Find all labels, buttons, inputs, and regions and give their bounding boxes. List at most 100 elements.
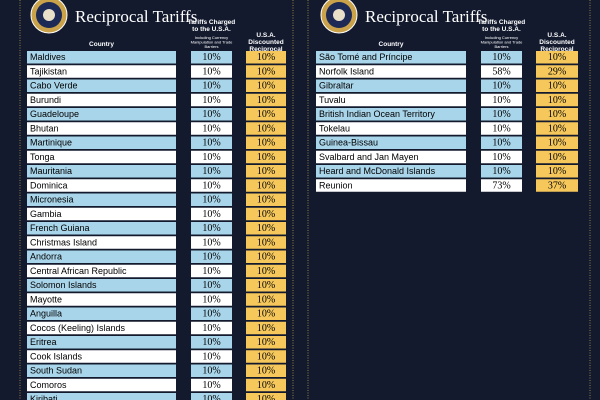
charged-value: 10% — [202, 366, 220, 377]
country-name: Eritrea — [30, 337, 57, 347]
country-name: French Guiana — [30, 223, 90, 233]
charged-cell — [481, 79, 522, 92]
country-cell — [27, 65, 176, 78]
discounted-cell — [536, 150, 578, 164]
discounted-value: 10% — [257, 280, 275, 291]
charged-cell — [191, 236, 232, 249]
charged-value: 10% — [202, 237, 220, 248]
charged-value: 10% — [202, 380, 220, 391]
charged-value: 10% — [202, 266, 220, 277]
seal — [30, 0, 68, 34]
charged-cell — [481, 122, 522, 135]
discounted-value: 10% — [257, 209, 275, 220]
charged-cell — [191, 279, 232, 292]
country-name: Cabo Verde — [30, 81, 78, 91]
country-cell — [27, 136, 176, 149]
discounted-cell — [246, 193, 286, 206]
discounted-value: 10% — [257, 351, 275, 362]
charged-value: 10% — [492, 166, 510, 177]
discounted-value: 37% — [548, 180, 566, 191]
country-name: Tuvalu — [319, 95, 346, 105]
country-cell — [27, 108, 176, 121]
country-cell — [27, 93, 176, 107]
discounted-value: 10% — [257, 52, 275, 63]
country-cell — [316, 108, 466, 121]
country-cell — [27, 264, 176, 278]
charged-cell — [191, 193, 232, 206]
discounted-cell — [246, 122, 286, 135]
country-name: Gibraltar — [319, 81, 354, 91]
seal — [320, 0, 358, 34]
country-cell — [316, 136, 466, 149]
discounted-cell — [536, 136, 578, 149]
country-cell — [27, 321, 176, 335]
discounted-cell — [246, 222, 286, 235]
discounted-cell — [246, 79, 286, 92]
country-name: Gambia — [30, 209, 62, 219]
country-name: Andorra — [30, 252, 62, 262]
charged-value: 10% — [202, 323, 220, 334]
charged-cell — [191, 179, 232, 192]
discounted-cell — [246, 307, 286, 320]
country-header: Country — [379, 41, 404, 48]
discounted-value: 10% — [257, 237, 275, 248]
country-cell — [27, 293, 176, 306]
discounted-cell — [246, 350, 286, 363]
charged-cell — [481, 51, 522, 64]
charged-cell — [191, 321, 232, 335]
charged-cell — [191, 136, 232, 149]
discounted-value: 10% — [257, 180, 275, 191]
country-cell — [316, 65, 466, 78]
country-cell — [316, 165, 466, 178]
charged-cell — [191, 165, 232, 178]
discounted-cell — [246, 65, 286, 78]
discounted-cell — [246, 336, 286, 349]
charged-value: 10% — [492, 152, 510, 163]
discounted-cell — [246, 393, 286, 400]
country-cell — [316, 79, 466, 92]
charged-value: 10% — [492, 81, 510, 92]
charged-value: 10% — [492, 138, 510, 149]
country-name: Tokelau — [319, 123, 350, 133]
discounted-cell — [246, 207, 286, 221]
charged-value: 10% — [492, 52, 510, 63]
country-cell — [27, 179, 176, 192]
discounted-value: 10% — [257, 152, 275, 163]
charged-cell — [191, 207, 232, 221]
charged-value: 10% — [202, 280, 220, 291]
country-name: Central African Republic — [30, 266, 127, 276]
charged-value: 10% — [492, 95, 510, 106]
charged-cell — [191, 65, 232, 78]
charged-value: 10% — [202, 209, 220, 220]
discounted-value: 10% — [548, 109, 566, 120]
country-name: Burundi — [30, 95, 61, 105]
discounted-value: 10% — [257, 66, 275, 77]
discounted-value: 10% — [548, 95, 566, 106]
charged-cell — [481, 136, 522, 149]
country-name: Maldives — [30, 52, 66, 62]
charged-value: 10% — [202, 195, 220, 206]
panel-title: Reciprocal Tariffs — [365, 7, 487, 26]
country-cell — [316, 179, 466, 192]
country-cell — [27, 307, 176, 320]
discounted-cell — [246, 165, 286, 178]
country-name: Mayotte — [30, 294, 62, 304]
charged-value: 10% — [202, 66, 220, 77]
discounted-cell — [246, 264, 286, 278]
country-cell — [27, 222, 176, 235]
country-name: Tonga — [30, 152, 55, 162]
charged-value: 10% — [202, 252, 220, 263]
discounted-value: 10% — [257, 95, 275, 106]
discounted-cell — [246, 150, 286, 164]
charged-cell — [481, 65, 522, 78]
country-name: Mauritania — [30, 166, 72, 176]
country-cell — [27, 207, 176, 221]
country-name: Norfolk Island — [319, 66, 374, 76]
country-cell — [316, 51, 466, 64]
country-name: Reunion — [319, 180, 353, 190]
discounted-value: 10% — [257, 166, 275, 177]
country-name: Solomon Islands — [30, 280, 97, 290]
charged-cell — [191, 293, 232, 306]
discounted-cell — [246, 279, 286, 292]
country-cell — [27, 378, 176, 392]
